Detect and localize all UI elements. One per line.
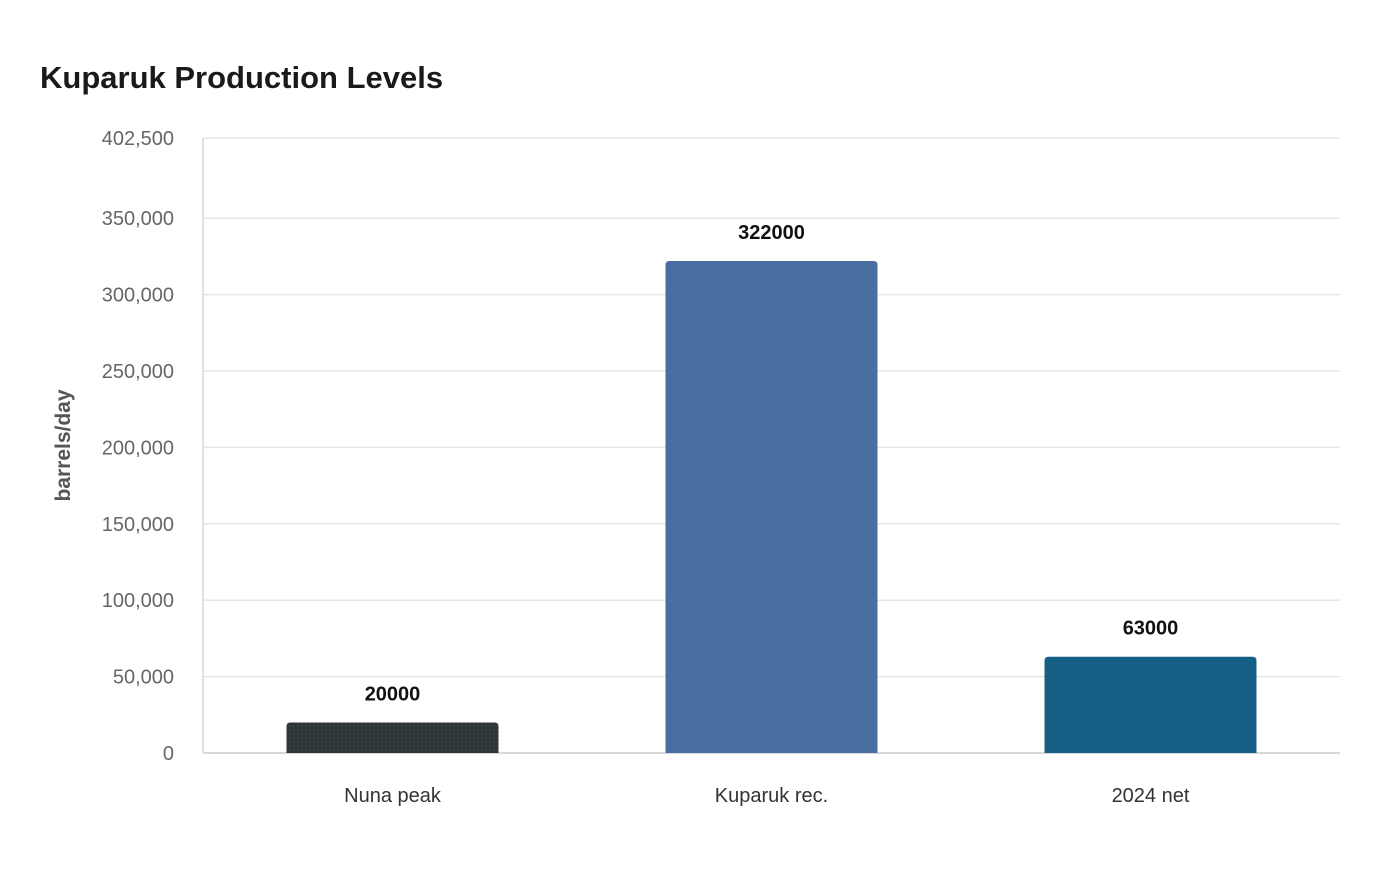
bar-kuparuk-rec: [666, 261, 878, 753]
y-tick-label: 50,000: [113, 667, 174, 689]
bar-2024-net: [1045, 657, 1257, 753]
y-tick-label: 350,000: [102, 208, 174, 230]
y-tick-label: 402,500: [102, 128, 174, 150]
bar-nuna-peak: [287, 722, 499, 753]
data-label: 322000: [738, 222, 805, 244]
y-tick-label: 200,000: [102, 437, 174, 459]
data-label: 63000: [1123, 618, 1179, 640]
data-label: 20000: [365, 683, 421, 705]
y-tick-label: 250,000: [102, 361, 174, 383]
y-tick-label: 300,000: [102, 285, 174, 307]
y-tick-label: 100,000: [102, 590, 174, 612]
y-tick-label: 0: [163, 743, 174, 765]
x-tick-label: Kuparuk rec.: [715, 785, 828, 807]
x-tick-label: 2024 net: [1112, 785, 1190, 807]
labels: 0 50,000 100,000 150,000 200,000 250,000 300,0…: [52, 128, 1190, 807]
bars: [287, 261, 1257, 753]
y-tick-label: 150,000: [102, 514, 174, 536]
x-tick-label: Nuna peak: [344, 785, 442, 807]
y-axis-title: barrels/day: [52, 389, 75, 501]
